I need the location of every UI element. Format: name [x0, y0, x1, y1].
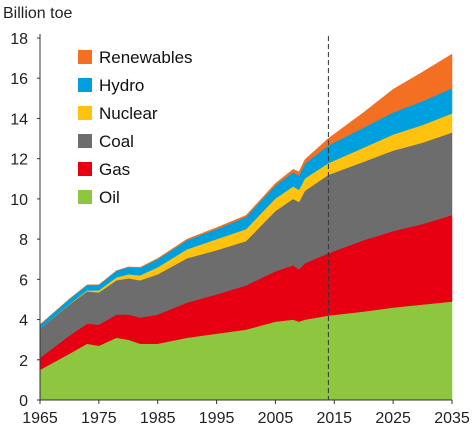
- y-tick-label: 16: [10, 71, 28, 88]
- axes: [37, 34, 453, 404]
- legend-swatch-coal: [78, 134, 92, 148]
- x-tick-label: 1985: [140, 410, 176, 427]
- x-tick-label: 2015: [316, 410, 352, 427]
- legend-label-hydro: Hydro: [99, 76, 144, 95]
- legend-swatch-oil: [78, 190, 92, 204]
- legend: Renewables Hydro Nuclear Coal Gas Oil: [78, 48, 193, 207]
- y-tick-label: 12: [10, 152, 28, 169]
- legend-label-renewables: Renewables: [99, 48, 193, 67]
- y-axis-unit-label: Billion toe: [3, 5, 72, 22]
- tick-labels: 0 2 4 6 8 10 12 14 16 18 1965 1975 1985 1995 2005 2015 2…: [10, 31, 470, 427]
- legend-label-nuclear: Nuclear: [99, 104, 158, 123]
- x-tick-label: 1995: [199, 410, 235, 427]
- y-tick-label: 6: [19, 272, 28, 289]
- legend-label-gas: Gas: [99, 160, 130, 179]
- x-tick-label: 2035: [434, 410, 470, 427]
- area-layers: [39, 53, 453, 401]
- x-tick-label: 2005: [258, 410, 294, 427]
- y-tick-label: 14: [10, 111, 28, 128]
- y-tick-label: 0: [19, 393, 28, 410]
- x-tick-label: 2025: [375, 410, 411, 427]
- legend-swatch-renewables: [78, 50, 92, 64]
- legend-swatch-hydro: [78, 78, 92, 92]
- x-tick-label: 1965: [22, 410, 58, 427]
- area-renewables: [39, 53, 453, 325]
- legend-label-coal: Coal: [99, 132, 134, 151]
- y-tick-label: 2: [19, 353, 28, 370]
- y-tick-label: 18: [10, 31, 28, 48]
- y-tick-label: 8: [19, 232, 28, 249]
- y-tick-label: 10: [10, 192, 28, 209]
- y-tick-label: 4: [19, 313, 28, 330]
- x-tick-label: 1975: [81, 410, 117, 427]
- legend-swatch-nuclear: [78, 106, 92, 120]
- legend-label-oil: Oil: [99, 188, 120, 207]
- legend-swatch-gas: [78, 162, 92, 176]
